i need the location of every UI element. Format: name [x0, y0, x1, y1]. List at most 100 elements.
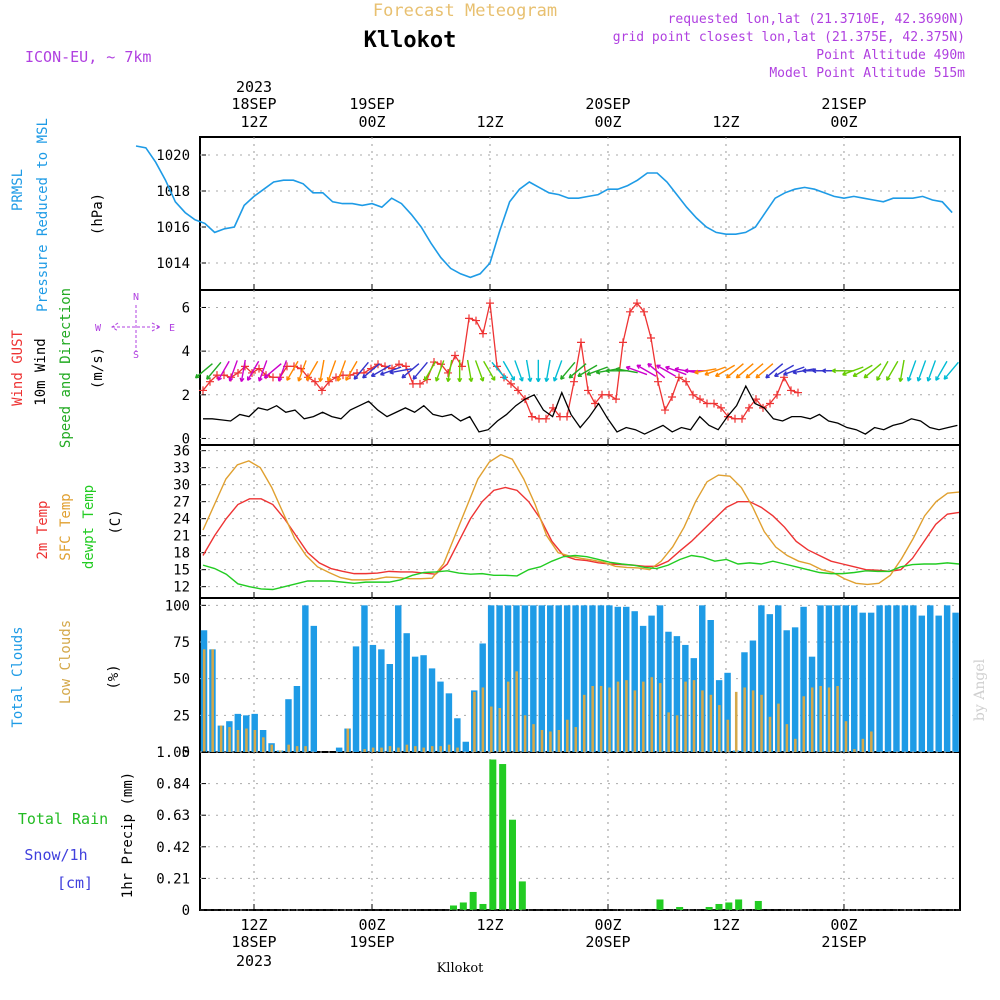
wind-arrow	[765, 363, 784, 379]
wind-arrow	[694, 368, 717, 374]
gust-marker	[773, 390, 781, 399]
top-hour-label: 12Z	[712, 113, 739, 131]
precip-bar	[735, 899, 743, 910]
y-tick-label-temp: 12	[173, 580, 190, 596]
total-cloud-bar	[935, 615, 942, 752]
low-cloud-bar	[827, 687, 831, 752]
low-cloud-bar	[498, 708, 502, 752]
wind-arrow	[380, 366, 402, 376]
wind-arrow	[863, 363, 882, 379]
wind-arrow-head	[831, 368, 836, 374]
y-tick-label-temp: 21	[173, 529, 190, 545]
wind-arrow	[306, 360, 319, 381]
wind-arrow	[491, 361, 507, 380]
precip-bar	[754, 900, 762, 910]
gust-marker	[465, 314, 473, 323]
wind-arrow	[917, 360, 927, 382]
total-cloud-bar	[876, 605, 883, 752]
wind-arrow-head	[625, 365, 631, 371]
low-cloud-bar	[760, 694, 763, 752]
wind-arrow	[726, 363, 744, 379]
gust-marker	[542, 414, 550, 423]
wind-arrow	[474, 360, 484, 382]
bottom-date-label: 21SEP	[821, 933, 866, 951]
total-cloud-bar	[943, 605, 951, 752]
wind-arrow	[514, 360, 524, 382]
wind-arrow-head	[595, 369, 601, 375]
low-cloud-bar	[591, 686, 594, 752]
precip-bar	[676, 906, 684, 910]
gust-marker	[213, 371, 221, 380]
low-cloud-bar	[430, 746, 434, 752]
total-cloud-bar	[293, 686, 301, 752]
wind-arrow	[899, 359, 905, 382]
bottom-hour-label: 00Z	[594, 916, 621, 934]
wind-arrow-head	[379, 371, 385, 376]
wind-arrow-head	[457, 377, 463, 383]
gust-marker	[311, 377, 319, 386]
total-cloud-bar	[369, 644, 377, 752]
y-tick-label-pressure: 1018	[156, 184, 190, 200]
wind-arrow	[553, 360, 563, 382]
wind-arrow	[735, 363, 754, 379]
wind-arrow-head	[674, 366, 679, 372]
wind-arrow-head	[412, 375, 418, 380]
label-cm: [cm]	[57, 874, 93, 892]
top-date-label: 21SEP	[821, 95, 866, 113]
y-tick-label-precip: 0.42	[156, 840, 190, 856]
total-cloud-bar	[437, 681, 444, 752]
total-cloud-bar	[800, 606, 807, 752]
total-cloud-bar	[910, 605, 917, 752]
wind-arrow-head	[246, 376, 252, 381]
wind-arrow	[636, 364, 657, 377]
y-tick-label-precip: 0.63	[156, 808, 190, 824]
compass-w: W	[95, 323, 102, 334]
wind-arrow-head	[194, 373, 200, 379]
wind-arrow	[842, 366, 864, 376]
low-cloud-bar	[253, 730, 257, 752]
wind-arrow-head	[802, 368, 807, 374]
total-cloud-bar	[606, 605, 613, 752]
gust-marker	[409, 379, 417, 388]
wind-arrow-head	[605, 368, 610, 374]
wind-arrow	[927, 360, 937, 382]
total-cloud-bar	[555, 605, 562, 752]
low-cloud-bar	[599, 686, 603, 752]
bottom-date-label: 18SEP	[231, 933, 276, 951]
y-tick-label-wind: 6	[182, 300, 190, 316]
wind-arrow	[319, 359, 325, 382]
wind-arrow	[401, 363, 420, 379]
low-cloud-bar	[667, 712, 670, 752]
wind-arrow-head	[745, 373, 751, 379]
wind-arrow	[704, 366, 726, 376]
low-cloud-bar	[202, 649, 206, 752]
top-hour-label: 00Z	[830, 113, 857, 131]
top-date-label: 20SEP	[585, 95, 630, 113]
top-date-label: 18SEP	[231, 95, 276, 113]
total-cloud-bar	[310, 625, 318, 752]
wind-arrow-head	[263, 373, 269, 379]
wind-arrow-head	[863, 373, 869, 379]
gust-marker	[514, 386, 522, 395]
wind-arrow	[745, 363, 764, 379]
gust-marker	[255, 364, 263, 373]
wind-arrow	[424, 360, 437, 381]
gust-marker	[598, 390, 606, 399]
y-tick-label-precip: 0.21	[156, 871, 190, 887]
wind-arrow-head	[502, 375, 507, 380]
total-cloud-bar	[884, 605, 892, 752]
wind-arrow	[876, 360, 889, 381]
total-cloud-bar	[673, 636, 681, 752]
wind-arrow	[263, 363, 282, 379]
precip-bar	[499, 764, 507, 910]
low-cloud-bar	[523, 715, 527, 752]
total-cloud-bar	[783, 630, 790, 752]
total-cloud-bar	[927, 605, 934, 752]
gust-marker	[507, 379, 515, 388]
bottom-hour-label: 12Z	[712, 916, 739, 934]
total-cloud-bar	[378, 649, 385, 752]
y-tick-label-temp: 18	[173, 546, 190, 562]
low-cloud-bar	[701, 690, 704, 752]
wind-arrow	[345, 360, 358, 381]
